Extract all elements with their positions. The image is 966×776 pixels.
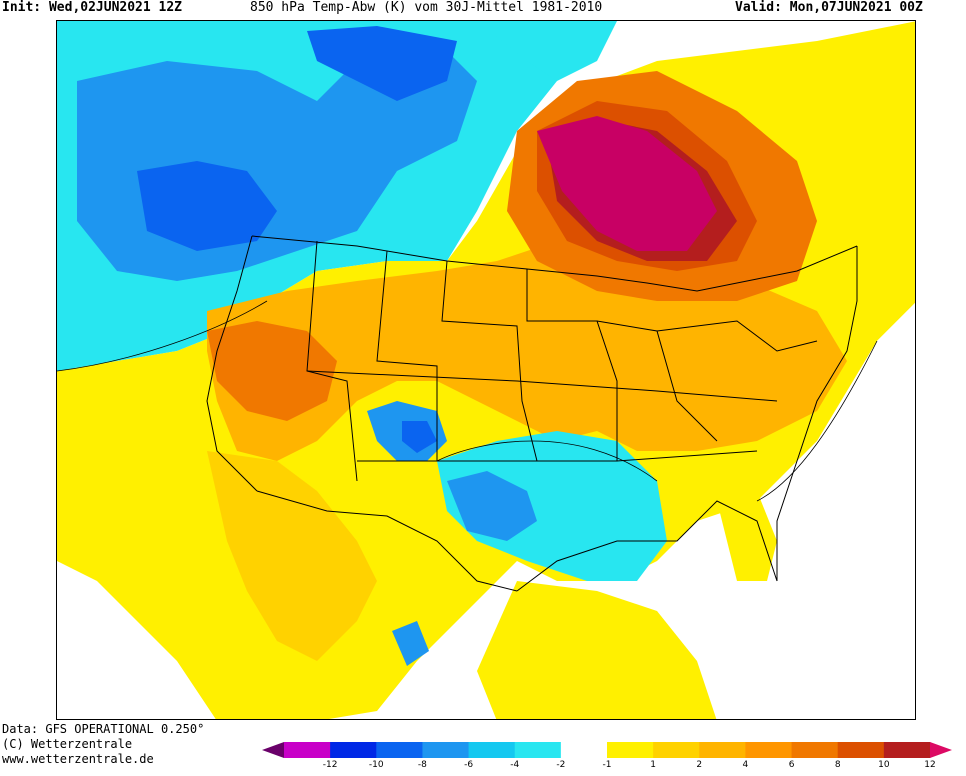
cold-anomaly-southern-plains-inner	[447, 471, 537, 541]
colorbar-segment	[514, 742, 562, 758]
website-label: www.wetterzentrale.de	[2, 752, 154, 766]
contour-line-2	[756, 340, 878, 502]
cool-anomaly-arctic	[477, 21, 617, 81]
colorbar-segment	[653, 742, 700, 758]
max-anomaly-core	[537, 116, 717, 251]
colorbar-segment	[560, 742, 608, 758]
warm-anomaly-mexico	[477, 581, 717, 719]
colorbar-arrow-right	[930, 742, 952, 758]
colorbar-tick-label: 2	[696, 760, 703, 770]
contour-line-1	[57, 300, 268, 372]
warm-florida	[717, 491, 777, 581]
colorbar-segment	[699, 742, 746, 758]
colorbar-segment	[330, 742, 377, 758]
colorbar-tick-label: -6	[464, 760, 474, 770]
anomaly-map-svg	[57, 21, 915, 719]
colorbar-tick-label: 8	[834, 760, 841, 770]
colorbar-tick-label: -2	[556, 760, 566, 770]
gulf-coast	[516, 500, 778, 592]
colorbar-segment	[422, 742, 470, 758]
state-lines-5	[596, 320, 718, 442]
cold-anomaly-mexico	[392, 621, 429, 666]
colorbar-tick-label: -1	[602, 760, 612, 770]
colorbar-tick-label: 6	[788, 760, 795, 770]
west-coast	[206, 235, 258, 492]
colorbar-labels: -12 -10 -8 -6 -4 -2 -1 1 2 4 6 8 10 12	[262, 760, 952, 774]
colorbar-tick-label: 1	[650, 760, 657, 770]
anomaly-map	[56, 20, 916, 720]
map-title: 850 hPa Temp-Abw (K) vom 30J-Mittel 1981…	[250, 0, 603, 15]
data-source-label: Data: GFS OPERATIONAL 0.250°	[2, 722, 205, 736]
neutral-atlantic	[757, 303, 915, 719]
colorbar-segment	[376, 742, 423, 758]
copyright-label: (C) Wetterzentrale	[2, 737, 133, 751]
east-coast	[776, 246, 858, 581]
colorbar-tick-label: -8	[417, 760, 427, 770]
colorbar-segment	[284, 742, 331, 758]
contour-lines	[57, 300, 878, 502]
state-lines-2	[376, 250, 438, 461]
colorbar-tick-label: 10	[878, 760, 890, 770]
colorbar-tick-label: 12	[924, 760, 936, 770]
map-footer: Data: GFS OPERATIONAL 0.250° (C) Wetterz…	[2, 722, 204, 767]
hotter-anomaly-great-basin	[207, 321, 337, 421]
colorbar-segment	[883, 742, 931, 758]
state-lines-1	[306, 240, 358, 482]
valid-time: Valid: Mon,07JUN2021 00Z	[735, 0, 923, 15]
cold-anomaly-strong-2	[307, 26, 457, 101]
colorbar-segment	[468, 742, 516, 758]
colorbar-legend: -12 -10 -8 -6 -4 -2 -1 1 2 4 6 8 10 12	[262, 742, 952, 776]
contour-line-3	[436, 440, 658, 482]
hot-anomaly-southwest	[207, 451, 377, 661]
colorbar-segment	[837, 742, 885, 758]
colorbar-tick-label: -12	[322, 760, 338, 770]
colorbar-tick-label: -10	[368, 760, 384, 770]
cold-anomaly-colorado-inner	[402, 421, 437, 453]
us-canada-border	[251, 235, 858, 292]
cold-anomaly-strong-1	[137, 161, 277, 251]
map-header: Init: Wed,02JUN2021 12Z 850 hPa Temp-Abw…	[0, 0, 966, 20]
state-lines-3	[441, 260, 538, 462]
colorbar-segment	[607, 742, 654, 758]
state-lines-6	[306, 370, 778, 402]
colorbar-segment	[745, 742, 793, 758]
colorbar-arrow-left	[262, 742, 284, 758]
us-mexico-border	[256, 490, 518, 592]
init-time: Init: Wed,02JUN2021 12Z	[2, 0, 183, 15]
state-lines-8	[656, 320, 818, 352]
colorbar-svg	[262, 742, 952, 758]
colorbar-tick-label: 4	[742, 760, 749, 770]
colorbar-tick-label: -4	[510, 760, 520, 770]
colorbar-segment	[791, 742, 839, 758]
